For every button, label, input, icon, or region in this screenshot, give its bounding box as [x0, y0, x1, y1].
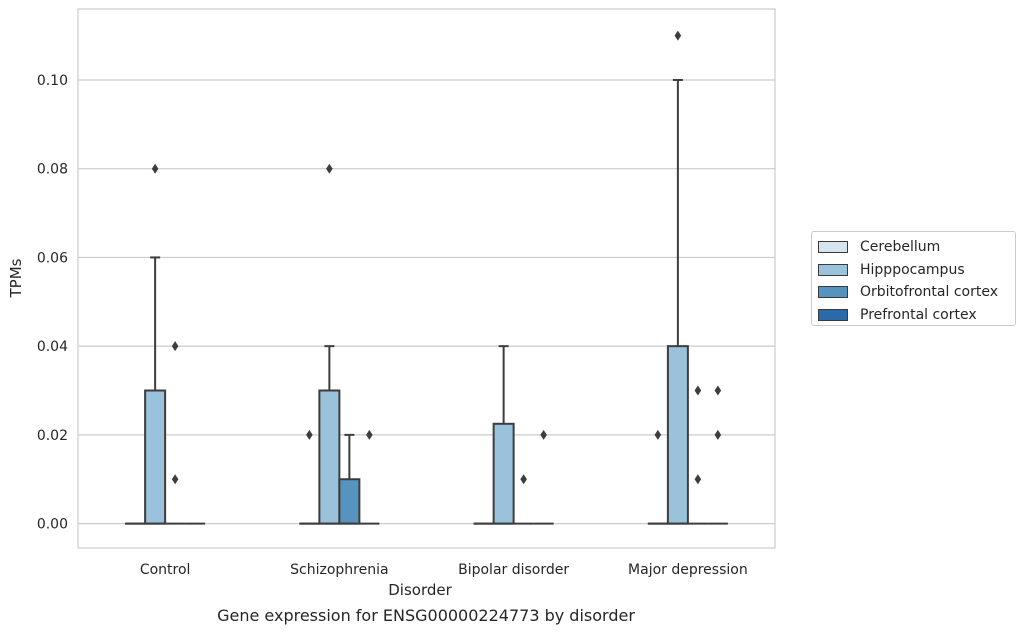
outlier-point — [171, 341, 179, 352]
y-tick-label: 0.02 — [37, 428, 68, 444]
legend-item-prefrontal: Prefrontal cortex — [818, 304, 1009, 327]
y-tick-label: 0.06 — [37, 250, 68, 266]
outlier-point — [654, 429, 662, 440]
chart-caption: Gene expression for ENSG00000224773 by d… — [217, 606, 635, 625]
box-body — [338, 478, 361, 525]
legend: Cerebellum Hipppocampus Orbitofrontal co… — [811, 231, 1016, 326]
outlier-point — [520, 474, 527, 485]
box-body — [666, 345, 689, 525]
legend-swatch-orbitofrontal — [818, 286, 848, 299]
plot-frame — [77, 8, 776, 549]
box-body — [492, 422, 515, 525]
outlier-point — [694, 474, 702, 485]
y-tick-label: 0.04 — [37, 339, 68, 355]
legend-swatch-cerebellum — [818, 241, 848, 254]
outlier-point — [714, 429, 722, 440]
y-tick-label: 0.08 — [37, 162, 68, 178]
x-tick-label: Major depression — [628, 562, 748, 578]
legend-label-cerebellum: Cerebellum — [860, 239, 941, 256]
legend-item-orbitofrontal: Orbitofrontal cortex — [818, 281, 1009, 304]
x-axis-label: Disorder — [388, 581, 452, 599]
x-tick-label: Bipolar disorder — [458, 562, 569, 578]
legend-label-orbitofrontal: Orbitofrontal cortex — [860, 284, 998, 301]
legend-item-hippocampus: Hipppocampus — [818, 259, 1009, 282]
outlier-point — [674, 30, 682, 41]
y-tick-label: 0.10 — [37, 73, 68, 89]
x-tick-label: Schizophrenia — [290, 562, 388, 578]
outlier-point — [306, 429, 313, 440]
outlier-point — [540, 429, 547, 440]
outlier-point — [714, 385, 722, 396]
y-tick-label: 0.00 — [37, 517, 68, 533]
outlier-point — [151, 163, 159, 174]
box-marks — [125, 30, 728, 525]
box-body — [318, 389, 341, 525]
legend-swatch-prefrontal — [818, 308, 848, 321]
legend-item-cerebellum: Cerebellum — [818, 236, 1009, 259]
x-tick-labels: Control Schizophrenia Bipolar disorder Majo… — [140, 562, 748, 578]
x-tick-label: Control — [140, 562, 191, 578]
y-axis-label: TPMs — [7, 258, 25, 298]
legend-label-hippocampus: Hipppocampus — [860, 261, 965, 278]
legend-swatch-hippocampus — [818, 263, 848, 276]
outlier-point — [694, 385, 702, 396]
outlier-point — [326, 163, 333, 174]
outlier-point — [171, 474, 179, 485]
outlier-point — [366, 429, 373, 440]
box-body — [144, 389, 167, 525]
legend-label-prefrontal: Prefrontal cortex — [860, 306, 977, 323]
y-tick-labels: 0.00 0.02 0.04 0.06 0.08 0.10 — [37, 73, 68, 533]
